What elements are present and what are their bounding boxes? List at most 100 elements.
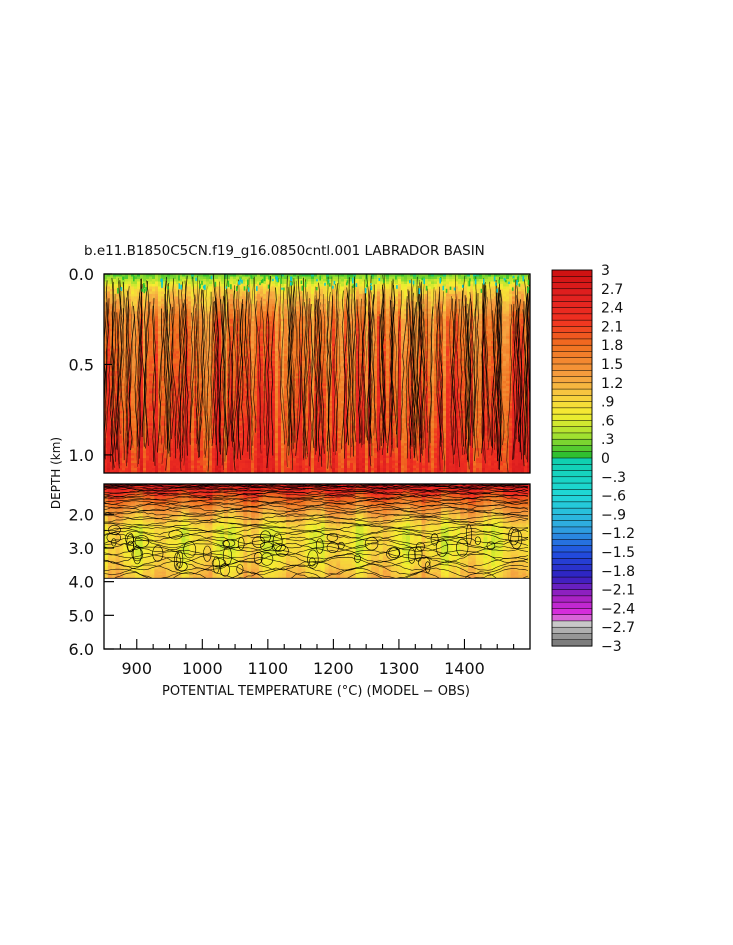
field-cell (164, 336, 168, 340)
field-cell (143, 433, 147, 437)
field-cell (257, 313, 261, 317)
field-cell (200, 328, 204, 332)
field-cell (266, 428, 270, 432)
field-cell (128, 470, 132, 473)
field-cell (107, 443, 111, 447)
field-cell (272, 400, 276, 404)
field-cell (215, 323, 219, 327)
field-cell (218, 321, 222, 325)
field-cell (230, 338, 234, 342)
field-cell (245, 283, 249, 287)
field-cell (239, 413, 243, 417)
field-cell (164, 375, 168, 379)
field-cell (227, 351, 231, 354)
field-cell (236, 333, 240, 337)
field-cell (173, 380, 177, 384)
field-cell (200, 356, 204, 359)
field-cell (218, 296, 222, 300)
field-cell (140, 428, 144, 432)
field-cell (248, 323, 252, 327)
field-cell (140, 430, 144, 434)
field-cell (263, 403, 267, 407)
field-cell (140, 468, 144, 471)
field-cell (203, 336, 207, 340)
field-cell (269, 435, 273, 439)
field-cell (137, 336, 141, 340)
field-cell (197, 278, 201, 282)
field-cell (221, 363, 225, 367)
field-cell (197, 395, 201, 399)
field-cell (239, 308, 243, 312)
field-cell (197, 423, 201, 427)
field-cell (254, 303, 258, 307)
field-cell (128, 346, 132, 350)
field-cell (107, 348, 111, 352)
field-cell (104, 288, 108, 292)
field-cell (230, 278, 234, 282)
field-cell (254, 346, 258, 350)
field-cell (179, 430, 183, 434)
field-cell (275, 283, 279, 287)
field-cell (242, 410, 246, 414)
field-cell (236, 468, 240, 471)
field-cell (158, 326, 162, 330)
field-cell (161, 274, 165, 277)
field-cell (176, 388, 180, 392)
field-cell (233, 331, 237, 335)
field-cell (281, 410, 285, 414)
field-cell (248, 378, 252, 382)
field-cell (173, 463, 177, 466)
field-cell (227, 445, 231, 449)
field-cell (134, 420, 138, 424)
field-cell (209, 388, 213, 392)
field-cell (221, 298, 225, 302)
field-cell (257, 346, 261, 350)
field-cell (149, 326, 153, 330)
field-cell (230, 443, 234, 447)
field-cell (245, 433, 249, 437)
field-cell (152, 278, 156, 282)
field-cell (191, 415, 195, 419)
field-cell (269, 390, 273, 394)
field-cell (233, 283, 237, 287)
field-cell (176, 343, 180, 347)
field-cell (110, 460, 114, 464)
field-cell (242, 470, 246, 473)
field-cell (185, 450, 189, 454)
field-cell (218, 348, 222, 352)
field-cell (158, 468, 162, 471)
field-cell (290, 311, 294, 315)
field-cell (275, 445, 279, 449)
field-cell (254, 410, 258, 414)
field-cell (242, 395, 246, 399)
field-cell (113, 308, 117, 312)
field-cell (251, 398, 255, 402)
field-cell (206, 463, 210, 466)
field-cell (170, 321, 174, 325)
field-cell (194, 321, 198, 325)
field-cell (140, 338, 144, 342)
field-cell (143, 470, 147, 473)
field-cell (278, 323, 282, 327)
field-cell (107, 278, 111, 282)
field-cell (128, 283, 132, 287)
field-cell (182, 286, 186, 290)
field-cell (152, 286, 156, 290)
field-cell (272, 388, 276, 392)
field-cell (146, 351, 150, 354)
field-cell (284, 470, 288, 473)
field-cell (242, 274, 246, 277)
field-cell (275, 378, 279, 382)
field-cell (161, 366, 165, 369)
field-cell (287, 281, 291, 285)
field-cell (131, 398, 135, 402)
field-cell (155, 450, 159, 454)
field-cell (269, 288, 273, 292)
field-cell (197, 428, 201, 432)
field-cell (170, 395, 174, 399)
field-cell (239, 410, 243, 414)
field-cell (164, 373, 168, 377)
field-cell (281, 398, 285, 402)
field-cell (230, 403, 234, 407)
field-cell (242, 460, 246, 464)
